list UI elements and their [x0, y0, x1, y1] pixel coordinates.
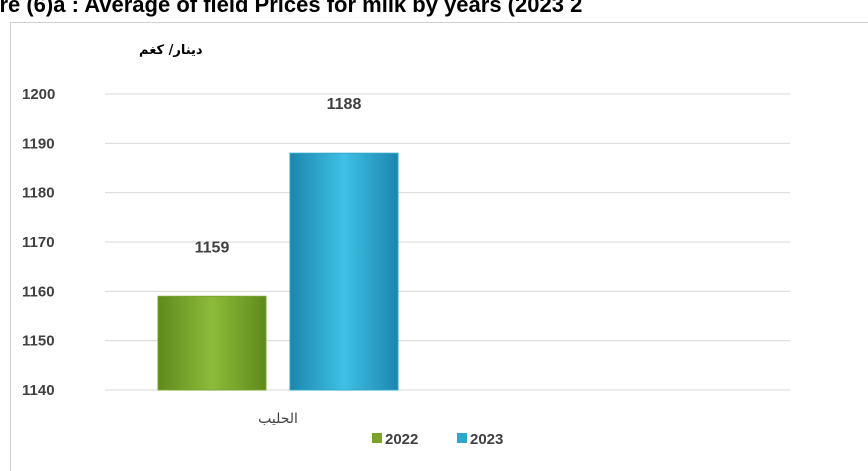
- y-tick-label: 1200: [22, 86, 55, 103]
- legend-swatch-2023: [457, 433, 467, 443]
- bar-2022: [157, 295, 267, 391]
- legend-label-2022: 2022: [385, 431, 418, 448]
- chart-frame: [10, 22, 868, 471]
- legend-label-2023: 2023: [470, 431, 503, 448]
- chart-title: ure (6)a : Average of field Prices for m…: [0, 0, 583, 17]
- data-label-2022: 1159: [195, 239, 230, 256]
- y-tick-label: 1170: [22, 234, 55, 251]
- y-tick-label: 1140: [22, 382, 55, 399]
- x-category-label: الحليب: [258, 411, 298, 427]
- y-tick-label: 1190: [22, 135, 55, 152]
- y-axis-unit-label: دينار/ كغم: [139, 43, 203, 58]
- y-tick-label: 1160: [22, 283, 55, 300]
- y-tick-label: 1150: [22, 333, 55, 350]
- y-tick-label: 1180: [22, 185, 55, 202]
- legend-swatch-2022: [372, 433, 382, 443]
- data-label-2023: 1188: [327, 96, 362, 113]
- bar-2023: [289, 152, 399, 391]
